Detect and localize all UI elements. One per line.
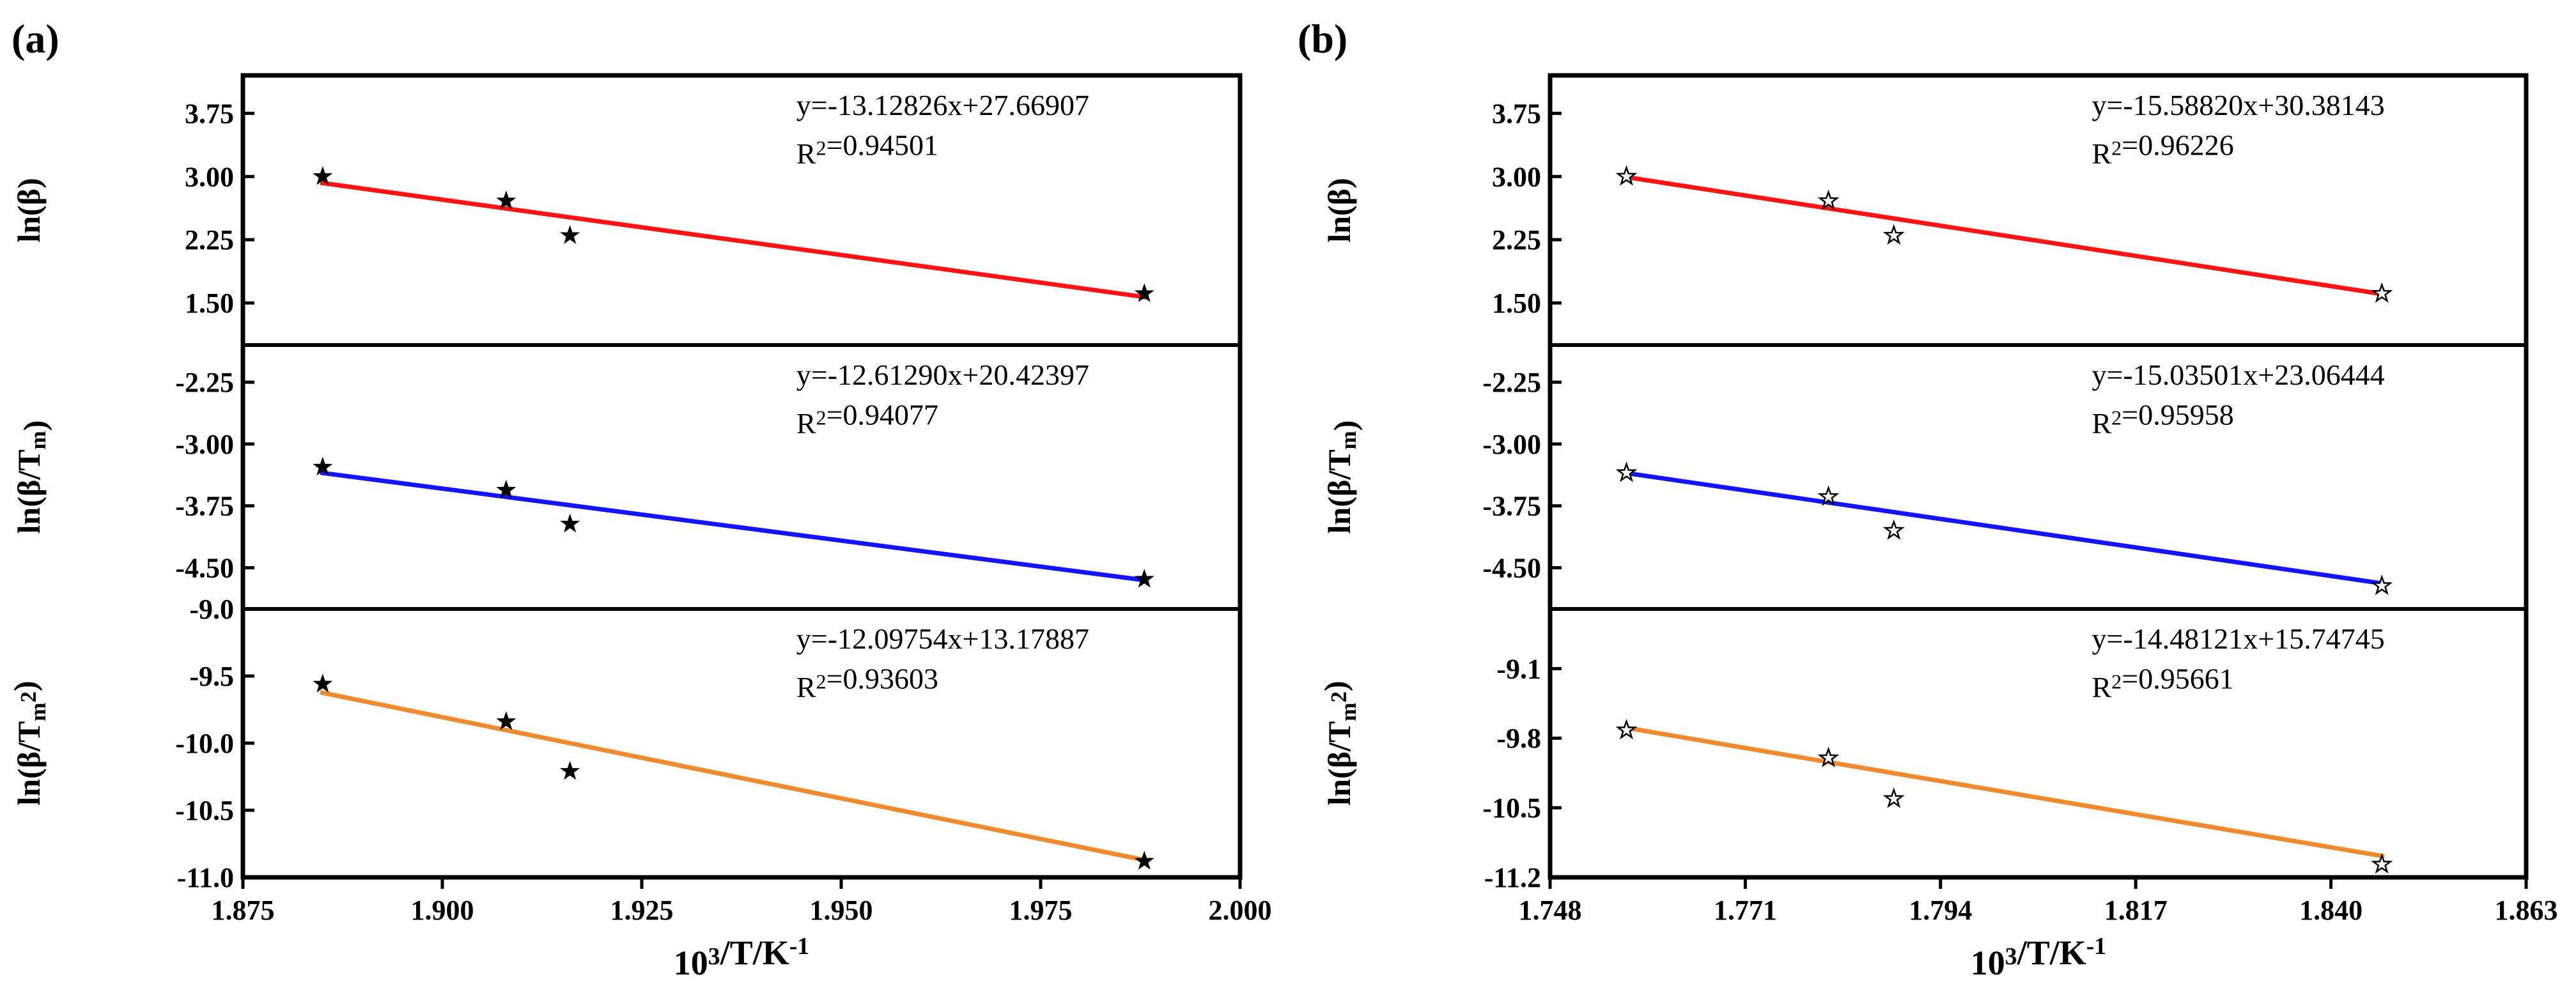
x-tick-label: 2.000 xyxy=(1209,895,1272,926)
x-tick-label: 1.950 xyxy=(810,895,873,926)
x-tick-label: 1.817 xyxy=(2104,895,2168,926)
y-tick-label: 1.50 xyxy=(185,288,234,319)
fit-equation: y=-15.58820x+30.38143 xyxy=(2091,89,2384,121)
data-point xyxy=(1884,789,1904,807)
subplot-3: -11.0 -10.5 -10.0 -9.5 -9.0 ln(β/Tm2) y=-12.09… xyxy=(7,594,1154,893)
fit-line xyxy=(320,690,1147,863)
r-squared: R2=0.96226 xyxy=(2091,128,2233,170)
x-tick-label: 1.794 xyxy=(1909,895,1972,926)
data-point xyxy=(2372,576,2391,594)
y-tick-label: -4.50 xyxy=(175,552,234,583)
y-axis-label: ln(β/Tm2) xyxy=(1317,681,1361,805)
y-tick-label: 3.75 xyxy=(1492,98,1541,129)
data-point xyxy=(1884,226,1904,244)
plot-frame xyxy=(1548,73,2529,880)
data-point xyxy=(1884,521,1904,539)
y-tick-label: -9.5 xyxy=(189,661,234,692)
subplot-1: 1.50 2.25 3.00 3.75 ln(β) y=-13.12826x+27.669… xyxy=(11,89,1154,319)
chart-panel-b: (b) 1.50 2.25 3.00 3.75 ln(β) y=-15.58820x+30.… xyxy=(1298,16,2558,982)
data-point xyxy=(561,762,579,780)
x-axis-label: 103/T/K-1 xyxy=(1971,933,2106,982)
data-point xyxy=(313,674,332,692)
y-tick-label: -3.75 xyxy=(175,491,234,522)
y-tick-label: 3.75 xyxy=(185,98,234,129)
y-tick-label: -11.0 xyxy=(177,862,234,893)
fit-equation: y=-12.09754x+13.17887 xyxy=(796,622,1089,655)
data-point xyxy=(1617,720,1636,739)
x-tick-label: 1.771 xyxy=(1714,895,1777,926)
r-squared: R2=0.94501 xyxy=(796,128,938,170)
y-tick-label: -3.00 xyxy=(1482,429,1541,460)
fit-line xyxy=(1623,174,2385,297)
y-tick-label: -9.0 xyxy=(189,594,234,625)
y-tick-label: 2.25 xyxy=(1492,224,1541,256)
y-tick-label: -3.00 xyxy=(175,429,234,460)
y-axis-label: ln(β) xyxy=(1321,178,1357,242)
y-tick-label: -10.5 xyxy=(1482,792,1541,824)
panel-label: (a) xyxy=(12,16,59,61)
subplot-2: -4.50 -3.75 -3.00 -2.25 ln(β/Tm) y=-15.03501x… xyxy=(1321,358,2391,594)
data-point xyxy=(2372,284,2391,302)
data-point xyxy=(561,514,579,532)
data-point xyxy=(1135,852,1154,869)
plot-frame xyxy=(240,73,1243,880)
y-axis-label: ln(β/Tm2) xyxy=(7,681,50,805)
data-point xyxy=(1617,463,1636,481)
chart-panel-a: (a) 1.50 2.25 3.00 3.75 ln(β) y=-13.12826x+27.… xyxy=(7,16,1271,982)
x-tick-label: 1.975 xyxy=(1009,895,1073,926)
y-tick-label: -10.5 xyxy=(175,795,234,826)
data-point xyxy=(1617,167,1636,185)
fit-line xyxy=(1624,470,2385,587)
y-tick-label: -3.75 xyxy=(1482,491,1541,522)
r-squared: R2=0.95958 xyxy=(2091,398,2233,440)
fit-equation: y=-13.12826x+27.66907 xyxy=(796,89,1089,121)
x-tick-label: 1.840 xyxy=(2299,895,2363,926)
panel-label: (b) xyxy=(1298,16,1347,61)
fit-equation: y=-15.03501x+23.06444 xyxy=(2091,358,2384,391)
y-axis-label: ln(β) xyxy=(11,178,47,242)
y-tick-label: 3.00 xyxy=(1492,161,1541,192)
y-tick-label: 2.25 xyxy=(185,224,234,256)
fit-equation: y=-14.48121x+15.74745 xyxy=(2091,622,2384,655)
fit-line xyxy=(320,470,1147,583)
fit-equation: y=-12.61290x+20.42397 xyxy=(796,358,1089,391)
data-point xyxy=(1135,569,1154,587)
data-point xyxy=(2372,854,2391,873)
data-point xyxy=(497,712,515,730)
x-tick-label: 1.925 xyxy=(610,895,674,926)
y-tick-label: -2.25 xyxy=(175,367,234,398)
fit-line xyxy=(1623,725,2385,859)
subplot-2: -4.50 -3.75 -3.00 -2.25 ln(β/Tm) y=-12.61290x… xyxy=(11,358,1154,587)
r-squared: R2=0.93603 xyxy=(796,662,938,704)
x-axis-label: 103/T/K-1 xyxy=(674,933,809,982)
y-tick-label: -11.2 xyxy=(1484,862,1541,893)
x-tick-label: 1.748 xyxy=(1519,895,1582,926)
subplot-1: 1.50 2.25 3.00 3.75 ln(β) y=-15.58820x+30.381… xyxy=(1321,89,2391,319)
x-tick-label: 1.900 xyxy=(411,895,474,926)
y-tick-label: 3.00 xyxy=(185,161,234,192)
y-axis-label: ln(β/Tm) xyxy=(1321,420,1363,534)
y-tick-label: -9.1 xyxy=(1496,653,1541,684)
r-squared: R2=0.94077 xyxy=(796,398,938,440)
y-tick-label: -4.50 xyxy=(1482,552,1541,583)
r-squared: R2=0.95661 xyxy=(2091,662,2233,704)
x-tick-label: 1.875 xyxy=(212,895,275,926)
data-point xyxy=(561,226,579,243)
x-tick-label: 1.863 xyxy=(2495,895,2558,926)
y-axis-label: ln(β/Tm) xyxy=(11,420,52,534)
fit-line xyxy=(320,180,1147,300)
y-tick-label: -10.0 xyxy=(175,728,234,759)
y-tick-label: -2.25 xyxy=(1482,367,1541,398)
subplot-3: -11.2 -10.5 -9.8 -9.1 ln(β/Tm2) y=-14.48121x+… xyxy=(1317,622,2391,893)
y-tick-label: -9.8 xyxy=(1496,723,1541,754)
y-tick-label: 1.50 xyxy=(1492,288,1541,319)
